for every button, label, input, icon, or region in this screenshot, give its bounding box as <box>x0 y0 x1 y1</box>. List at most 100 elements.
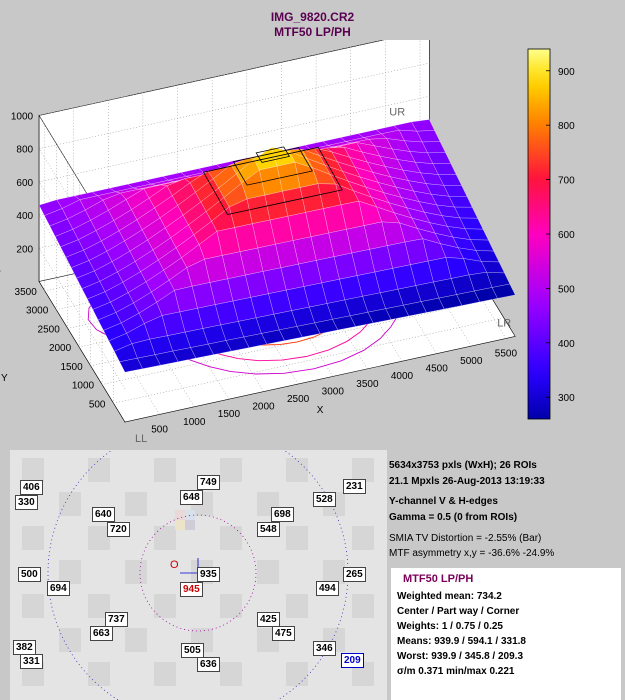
chart-title-file: IMG_9820.CR2 <box>270 10 355 24</box>
chart-square <box>286 594 308 618</box>
roi-label: 382 <box>13 640 36 655</box>
chart-square <box>352 662 374 686</box>
chart-square <box>352 526 374 550</box>
roi-label: 406 <box>20 480 43 495</box>
y-tick-label: 2000 <box>49 343 72 354</box>
results-weights: Weights: 1 / 0.75 / 0.25 <box>397 621 503 632</box>
surface-plot-3d[interactable]: 200 400 600 800 1000 500 1000 1500 2000 2500 3000 3… <box>0 40 520 455</box>
roi-label: 265 <box>343 567 366 582</box>
test-chart-panel: O 406 330 749 648 528 231 640 720 698 548 500 694 93… <box>10 450 387 700</box>
roi-label: 640 <box>92 507 115 522</box>
color-chip <box>185 520 195 530</box>
corner-label-ll: LL <box>135 433 147 445</box>
info-gamma: Gamma = 0.5 (0 from ROIs) <box>389 512 518 523</box>
roi-label: 331 <box>20 654 43 669</box>
colorbar-tick-label: 700 <box>558 176 575 187</box>
roi-label: 528 <box>313 492 336 507</box>
x-tick-label: 5000 <box>460 356 483 367</box>
chart-square <box>286 458 308 482</box>
chart-square <box>154 526 176 550</box>
chart-square <box>125 492 147 516</box>
roi-label: 475 <box>272 626 295 641</box>
surface-mesh <box>38 119 516 373</box>
color-chip <box>185 510 195 520</box>
chart-square <box>154 662 176 686</box>
colorbar-tick-label: 900 <box>558 67 575 78</box>
roi-label: 500 <box>18 567 41 582</box>
roi-label-layer: 406 330 749 648 528 231 640 720 698 548 500 694 935 9… <box>10 450 387 700</box>
chart-square <box>59 628 81 652</box>
x-tick-label: 4000 <box>391 371 414 382</box>
roi-label: 231 <box>343 479 366 494</box>
colorbar-tick-label: 800 <box>558 121 575 132</box>
z-tick-label: 200 <box>16 244 33 255</box>
surface-contour <box>255 146 291 163</box>
chart-square <box>286 526 308 550</box>
chart-square <box>22 526 44 550</box>
results-header: Center / Part way / Corner <box>397 606 520 617</box>
x-tick-label: 500 <box>151 424 168 435</box>
chart-square <box>257 560 279 584</box>
surface-patch <box>491 283 516 299</box>
chart-square <box>286 662 308 686</box>
chart-square <box>220 594 242 618</box>
roi-label: 648 <box>180 490 203 505</box>
info-distortion: SMIA TV Distortion = -2.55% (Bar) <box>389 533 542 544</box>
chart-square <box>22 458 44 482</box>
colorbar-tick-label: 300 <box>558 393 575 404</box>
info-asymmetry: MTF asymmetry x,y = -36.6% -24.9% <box>389 548 555 559</box>
results-title: MTF50 LP/PH <box>403 573 474 585</box>
chart-square <box>125 560 147 584</box>
results-worst: Worst: 939.9 / 345.8 / 209.3 <box>397 651 524 662</box>
roi-label: 720 <box>107 522 130 537</box>
grid-y <box>56 143 447 311</box>
grid-y <box>44 125 436 292</box>
roi-label: 494 <box>316 581 339 596</box>
roi-label: 935 <box>197 567 220 582</box>
corner-label-lr: LR <box>497 317 511 329</box>
info-channel: Y-channel V & H-edges <box>389 496 498 507</box>
y-tick-label: 500 <box>89 399 106 410</box>
info-mpxls-date: 21.1 Mpxls 26-Aug-2013 13:19:33 <box>389 476 545 487</box>
chart-square <box>323 560 345 584</box>
color-chip <box>175 510 185 520</box>
y-tick-label: 2500 <box>38 324 61 335</box>
chart-square <box>352 458 374 482</box>
x-tick-label: 3500 <box>356 379 379 390</box>
results-means: Means: 939.9 / 594.1 / 331.8 <box>397 636 526 647</box>
roi-label: 694 <box>47 581 70 596</box>
y-tick-label: 3500 <box>15 287 38 298</box>
roi-label: 505 <box>181 643 204 658</box>
colorbar: 300 400 500 600 700 800 900 <box>527 48 575 420</box>
roi-label: 698 <box>271 507 294 522</box>
colorbar-tick-label: 600 <box>558 230 575 241</box>
colorbar-tick-label: 400 <box>558 339 575 350</box>
roi-label: 209 <box>341 653 364 668</box>
chart-square <box>88 662 110 686</box>
results-weighted-mean: Weighted mean: 734.2 <box>397 591 502 602</box>
y-tick-label: 3000 <box>26 306 49 317</box>
surface-contour <box>232 147 313 186</box>
z-tick-label: 1000 <box>11 112 34 123</box>
x-tick-label: 1000 <box>183 417 206 428</box>
chart-square <box>352 594 374 618</box>
chart-square <box>154 594 176 618</box>
roi-label: 636 <box>197 657 220 672</box>
roi-label: 663 <box>90 626 113 641</box>
x-tick-label: 4500 <box>426 364 449 375</box>
chart-square <box>59 492 81 516</box>
grid-z <box>38 162 430 389</box>
roi-label: 749 <box>197 475 220 490</box>
surface-contour <box>202 146 343 215</box>
color-chip <box>175 520 185 530</box>
chart-square <box>88 458 110 482</box>
info-image-size: 5634x3753 pxls (WxH); 26 ROIs <box>389 460 537 471</box>
chart-square <box>88 594 110 618</box>
center-marker-label: O <box>170 559 179 571</box>
chart-square <box>220 458 242 482</box>
zone-circle-inner <box>139 514 257 632</box>
x-tick-label: 2000 <box>252 402 275 413</box>
x-tick-label: 2500 <box>287 394 310 405</box>
roi-label: 346 <box>313 641 336 656</box>
y-tick-label: 1000 <box>72 381 95 392</box>
